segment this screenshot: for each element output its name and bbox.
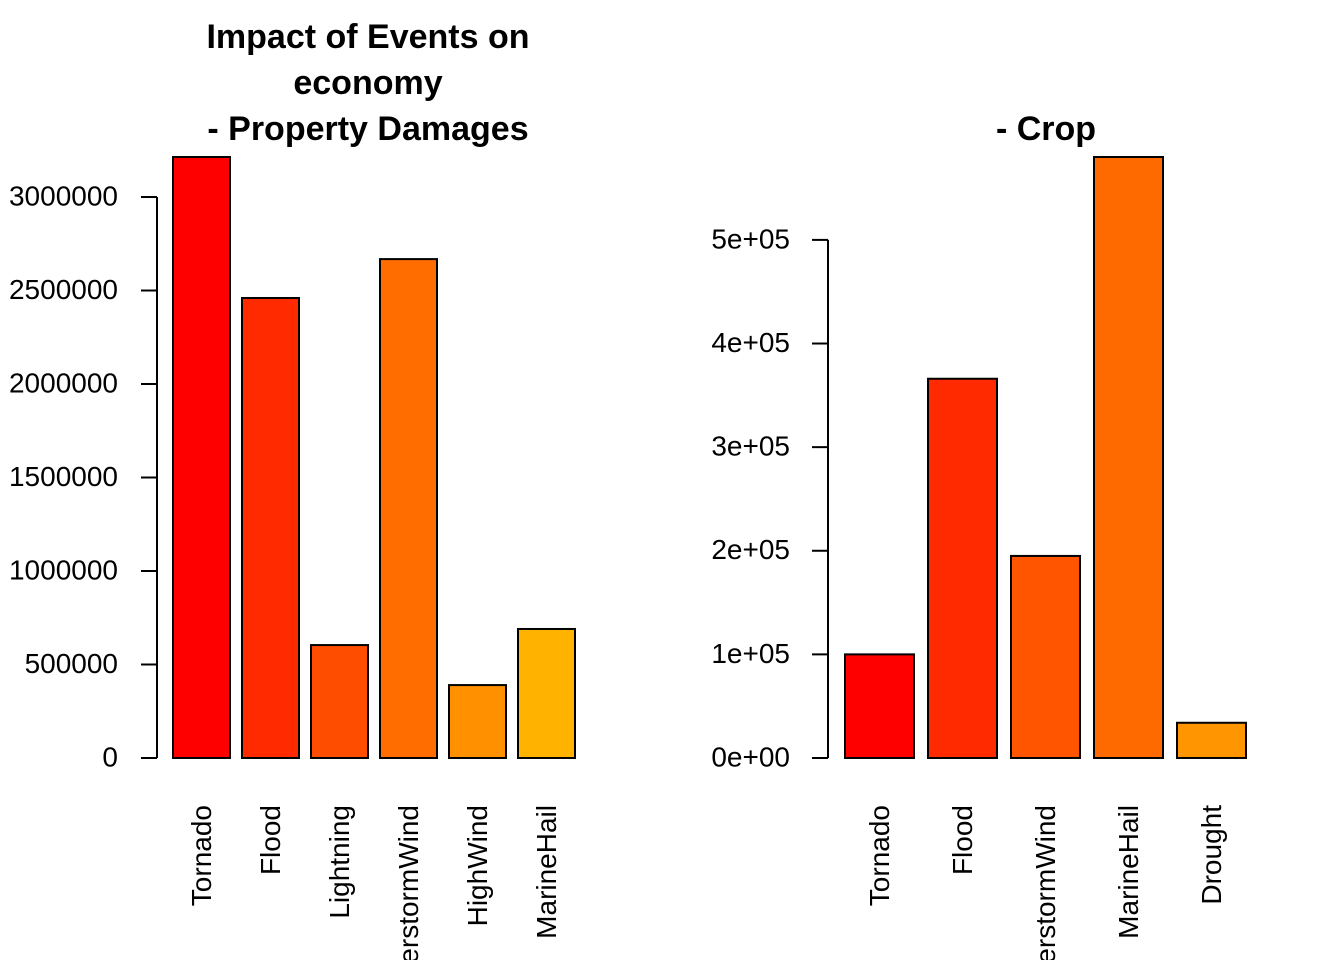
y-tick-label: 4e+05 [711,327,790,358]
bar [1093,156,1164,759]
bar [310,644,369,759]
x-tick-label: MarineHail [1113,805,1144,939]
y-tick-label: 2e+05 [711,534,790,565]
y-tick-label: 1000000 [9,554,118,585]
bar [844,653,915,760]
x-tick-label: Tornado [186,805,217,906]
x-tick-label: ThunderstormWind [393,805,424,960]
y-tick-label: 2500000 [9,274,118,305]
y-tick-label: 1e+05 [711,638,790,669]
chart-title: Impact of Events on economy - Property D… [206,18,530,148]
x-tick-label: Flood [255,805,286,875]
bar [927,377,998,759]
bar [1010,554,1081,759]
x-tick-label: HighWind [462,805,493,926]
x-tick-label: ThunderstormWind [1030,805,1061,960]
x-tick-label: Flood [947,805,978,875]
y-tick-label: 2000000 [9,367,118,398]
bar [379,258,438,759]
y-tick-label: 500000 [25,648,118,679]
bar [241,296,300,759]
y-tick-label: 3000000 [9,180,118,211]
x-tick-label: Lightning [324,805,355,919]
bar [517,627,576,760]
y-tick-label: 3e+05 [711,431,790,462]
y-tick-label: 0 [102,741,118,772]
x-tick-label: MarineHail [531,805,562,939]
chart-title: - Crop [995,110,1097,148]
y-tick-label: 5e+05 [711,223,790,254]
bar [1176,721,1247,760]
y-tick-label: 1500000 [9,461,118,492]
x-tick-label: Tornado [864,805,895,906]
y-tick-label: 0e+00 [711,741,790,772]
bar [448,684,507,760]
bar [172,156,231,759]
x-tick-label: Drought [1196,805,1227,905]
